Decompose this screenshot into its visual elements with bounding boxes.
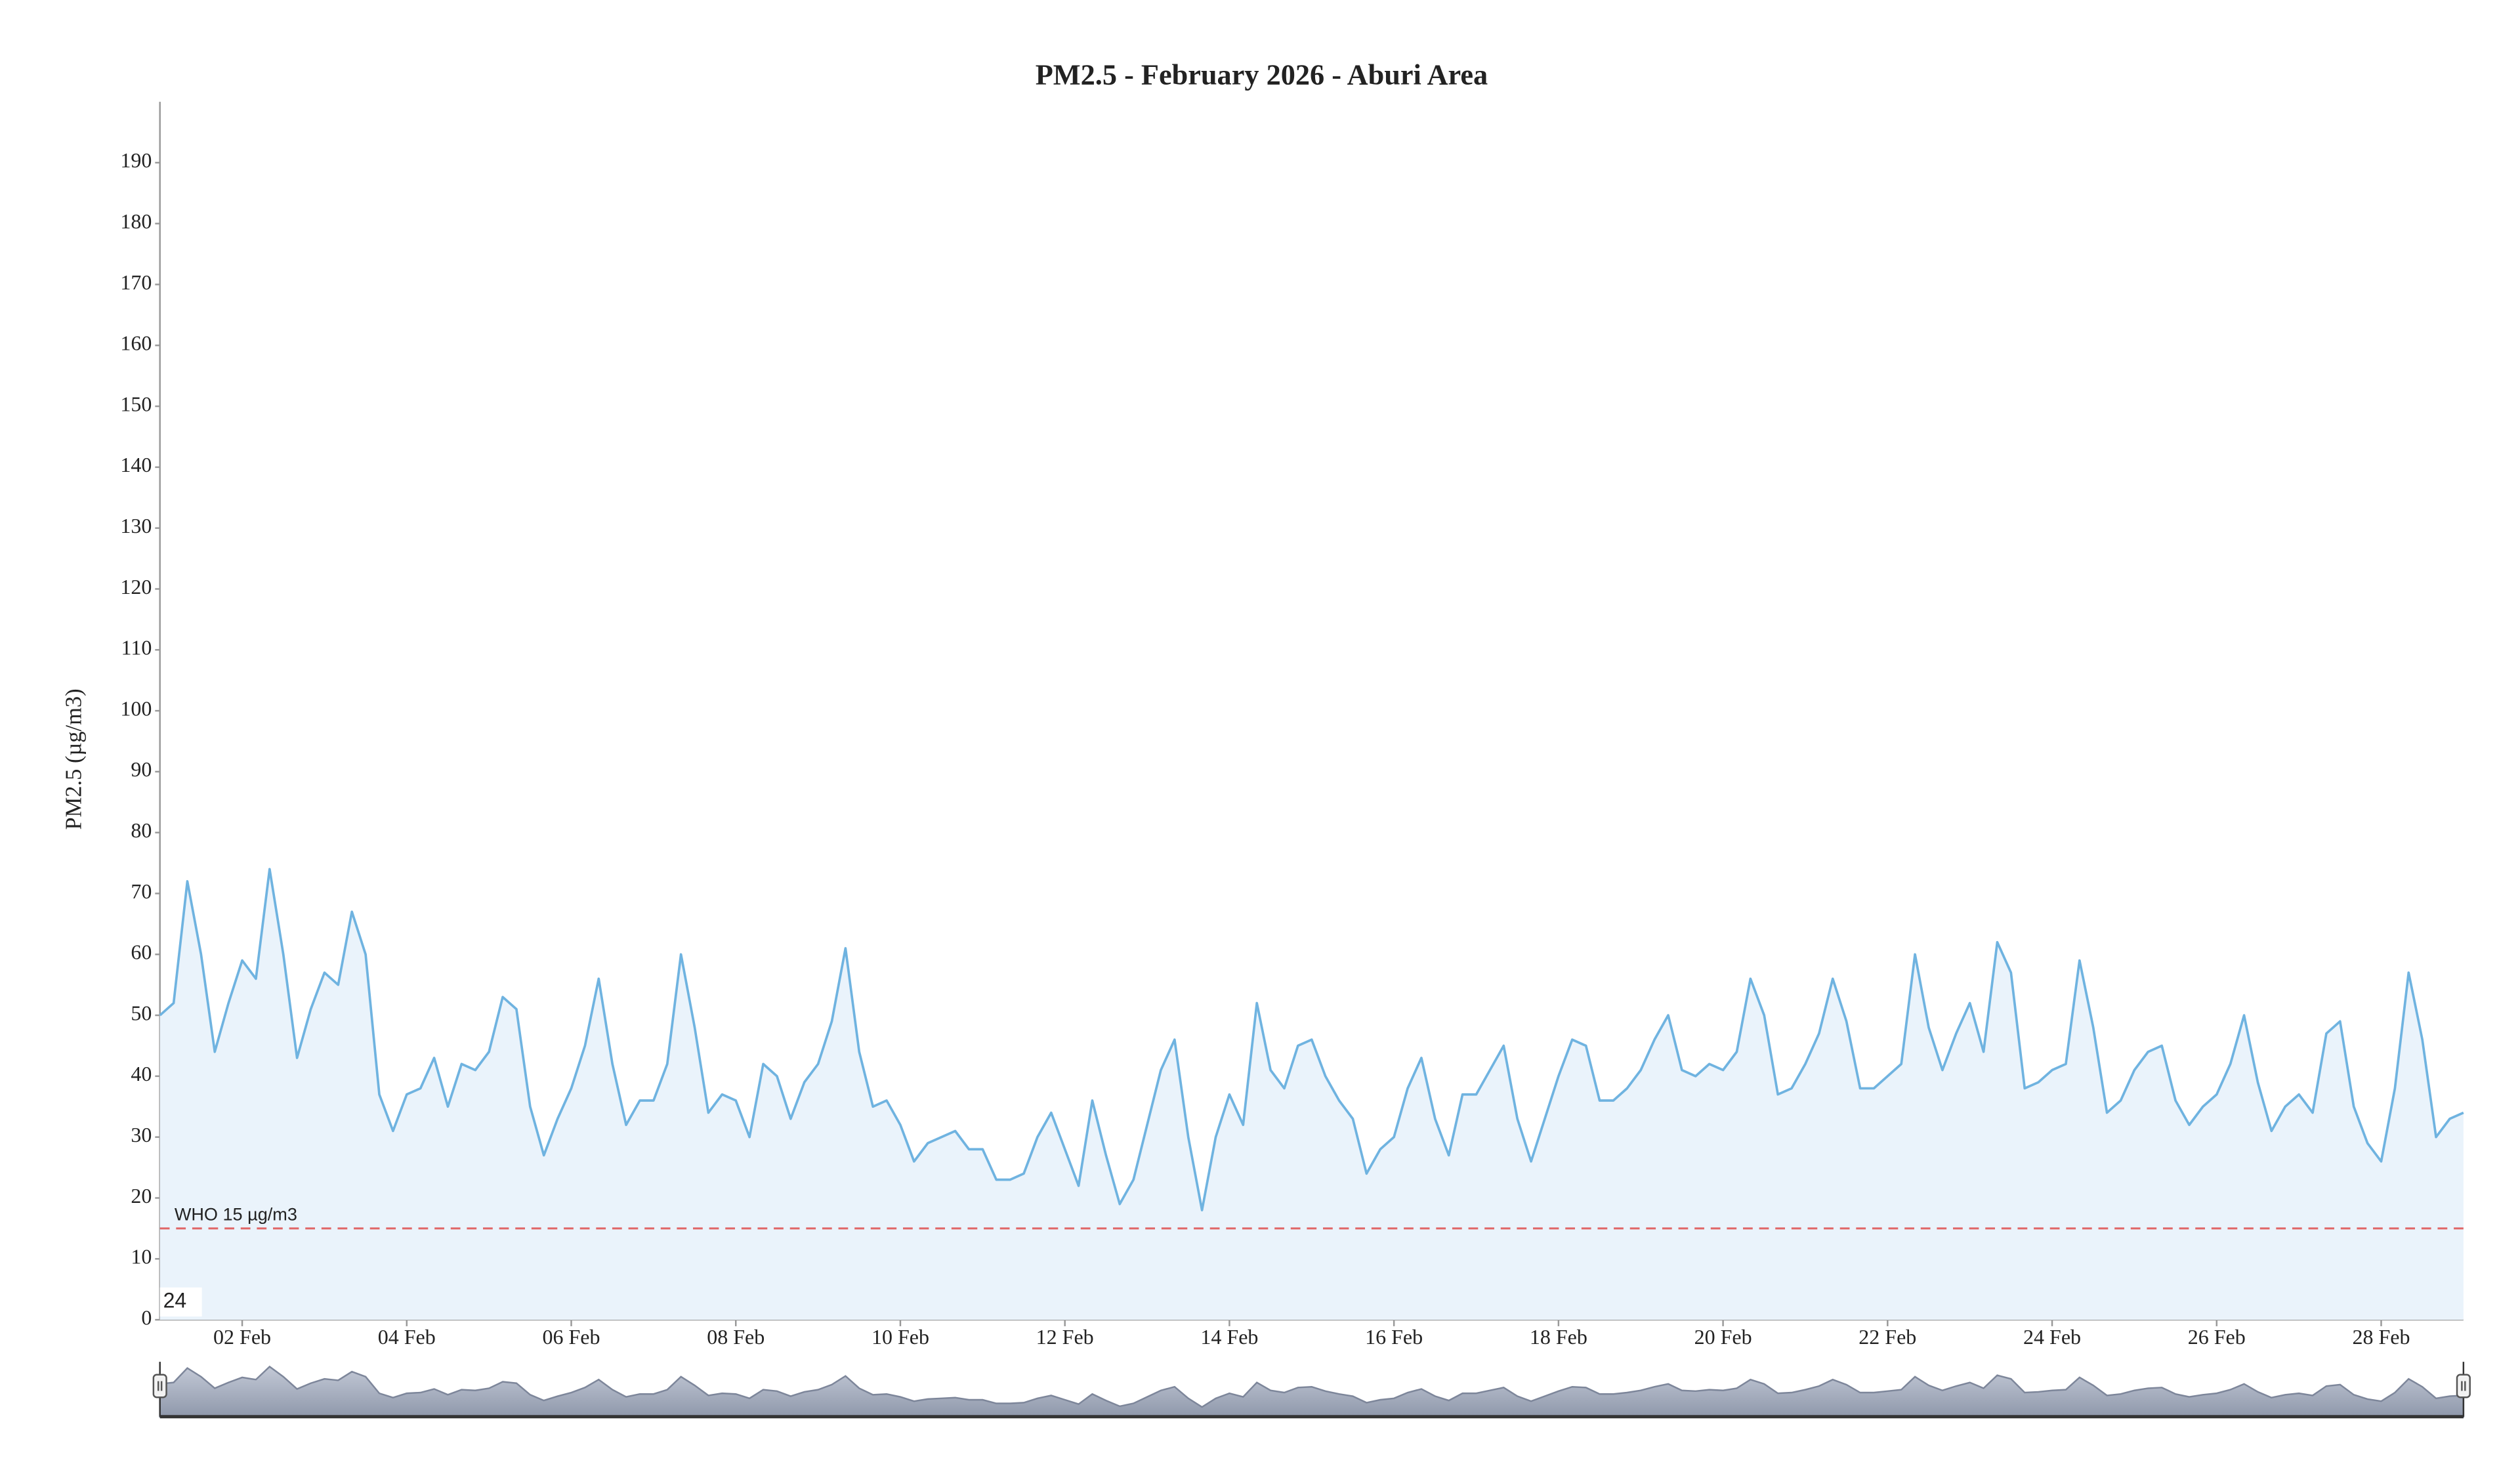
y-tick-label: 170 bbox=[120, 270, 152, 294]
y-tick-label: 40 bbox=[131, 1062, 152, 1085]
y-tick-label: 80 bbox=[131, 818, 152, 842]
x-tick-label: 22 Feb bbox=[1858, 1325, 1916, 1349]
x-tick-label: 16 Feb bbox=[1365, 1325, 1423, 1349]
y-tick-label: 10 bbox=[131, 1245, 152, 1269]
y-tick-label: 20 bbox=[131, 1184, 152, 1208]
corner-label: 24 bbox=[163, 1288, 187, 1312]
x-tick-label: 06 Feb bbox=[543, 1325, 600, 1349]
y-tick-label: 110 bbox=[121, 636, 152, 660]
chart-title: PM2.5 - February 2026 - Aburi Area bbox=[1036, 58, 1488, 91]
x-tick-label: 14 Feb bbox=[1200, 1325, 1258, 1349]
y-tick-label: 190 bbox=[120, 148, 152, 172]
y-axis-label: PM2.5 (µg/m3) bbox=[62, 688, 87, 830]
x-tick-label: 20 Feb bbox=[1694, 1325, 1752, 1349]
y-tick-label: 70 bbox=[131, 879, 152, 903]
line bbox=[159, 868, 2464, 1211]
navigator[interactable] bbox=[152, 1362, 2471, 1419]
x-tick-label: 26 Feb bbox=[2188, 1325, 2246, 1349]
y-tick-label: 120 bbox=[120, 575, 152, 598]
y-tick-label: 0 bbox=[141, 1305, 152, 1329]
threshold-label: WHO 15 µg/m3 bbox=[175, 1204, 297, 1224]
x-tick-label: 12 Feb bbox=[1036, 1325, 1094, 1349]
x-tick-label: 08 Feb bbox=[707, 1325, 765, 1349]
area-fill bbox=[159, 869, 2464, 1320]
navigator-area bbox=[159, 1365, 2465, 1418]
x-tick-label: 04 Feb bbox=[378, 1325, 436, 1349]
y-tick-label: 130 bbox=[120, 514, 152, 537]
corner-box bbox=[159, 1287, 202, 1317]
y-tick-label: 90 bbox=[131, 757, 152, 781]
y-tick-label: 180 bbox=[120, 209, 152, 233]
y-tick-label: 100 bbox=[120, 696, 152, 720]
y-tick-label: 50 bbox=[131, 1001, 152, 1024]
y-tick-label: 160 bbox=[120, 331, 152, 355]
plot-area: 0 10 20 30 40 50 60 70 80 90 100 110 120 130 140 150 160… bbox=[120, 102, 2464, 1349]
y-tick-label: 140 bbox=[120, 453, 152, 476]
navigator-handle[interactable] bbox=[152, 1374, 167, 1398]
y-tick-label: 30 bbox=[131, 1123, 152, 1146]
x-tick-label: 18 Feb bbox=[1530, 1325, 1587, 1349]
x-tick-label: 10 Feb bbox=[872, 1325, 929, 1349]
y-tick-label: 150 bbox=[120, 392, 152, 415]
x-tick-label: 28 Feb bbox=[2352, 1325, 2410, 1349]
x-tick-label: 02 Feb bbox=[213, 1325, 271, 1349]
y-tick-label: 60 bbox=[131, 940, 152, 964]
navigator-handle[interactable] bbox=[2456, 1374, 2471, 1398]
x-tick-label: 24 Feb bbox=[2023, 1325, 2081, 1349]
